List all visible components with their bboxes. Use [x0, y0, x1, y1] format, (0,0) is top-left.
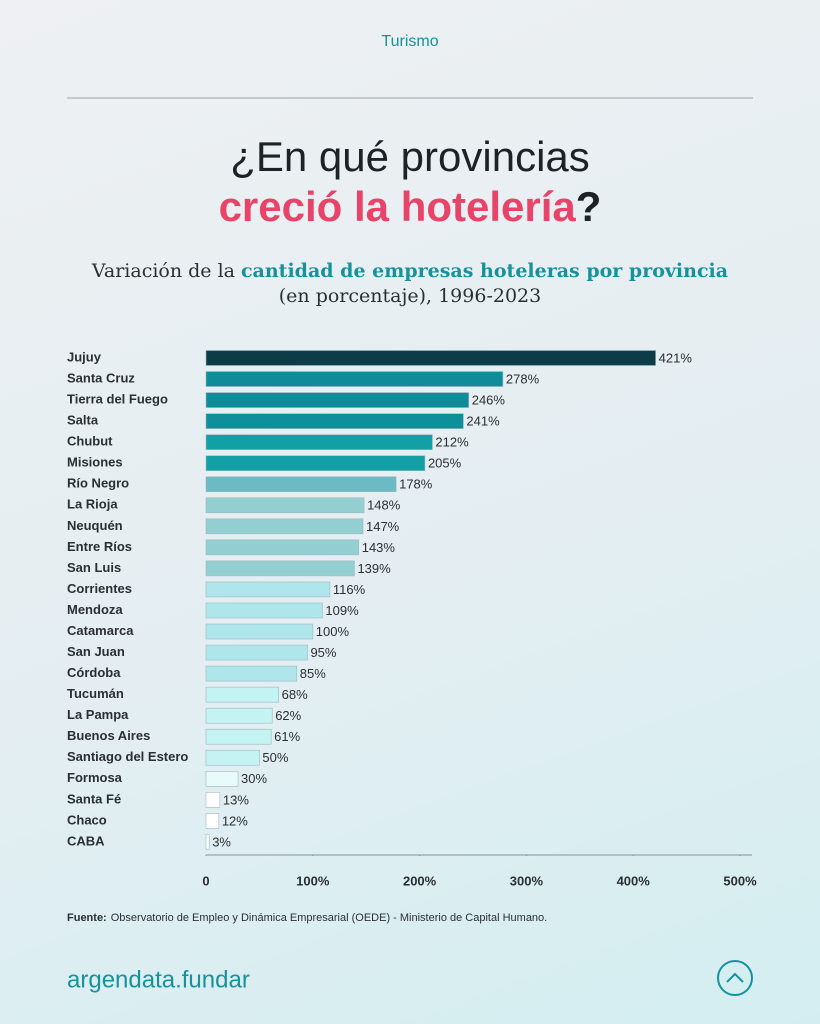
x-tick-label: 0: [202, 873, 209, 888]
bar: [205, 518, 364, 535]
category-label: Buenos Aires: [67, 728, 150, 743]
category-label: Chaco: [67, 812, 107, 827]
value-label: 85%: [300, 666, 326, 681]
value-label: 147%: [366, 519, 400, 534]
bar: [205, 413, 464, 429]
category-label: La Rioja: [67, 497, 118, 512]
value-label: 212%: [435, 435, 469, 450]
value-label: 50%: [262, 750, 288, 765]
category-label: La Pampa: [67, 707, 129, 722]
value-label: 68%: [282, 687, 308, 702]
header: Turismo: [381, 33, 438, 50]
value-label: 3%: [212, 834, 231, 849]
subtitle: Variación de la cantidad de empresas hote…: [91, 260, 728, 282]
bar: [205, 665, 298, 682]
title-end: ?: [576, 183, 602, 230]
bar: [205, 749, 260, 766]
value-label: 178%: [399, 477, 433, 492]
value-label: 143%: [362, 540, 396, 555]
value-label: 139%: [357, 561, 391, 576]
value-label: 95%: [310, 645, 336, 660]
bar: [205, 434, 433, 450]
x-tick-label: 100%: [296, 873, 330, 888]
value-label: 148%: [367, 498, 401, 513]
chart-title: ¿En qué provincias: [230, 133, 590, 180]
category-label: Santa Fé: [67, 791, 121, 806]
bar: [205, 813, 220, 829]
category-label: Tierra del Fuego: [67, 392, 168, 407]
subtitle-a: Variación de la: [91, 260, 235, 282]
x-tick-label: 500%: [723, 873, 757, 888]
bar: [205, 728, 272, 745]
category-label: CABA: [67, 833, 105, 848]
category-label: Tucumán: [67, 686, 124, 701]
x-tick-label: 200%: [403, 873, 437, 888]
value-label: 278%: [506, 371, 540, 386]
x-tick-label: 300%: [510, 873, 544, 888]
value-label: 30%: [241, 771, 267, 786]
bar: [205, 350, 656, 366]
category-label: Entre Ríos: [67, 539, 132, 554]
bar: [205, 539, 360, 556]
source-text: Observatorio de Empleo y Dinámica Empres…: [111, 912, 548, 924]
bar: [205, 644, 308, 661]
bar: [205, 476, 397, 493]
x-tick-label: 400%: [617, 873, 651, 888]
value-label: 109%: [325, 603, 359, 618]
scroll-up-button[interactable]: [717, 960, 753, 996]
category-label: Santiago del Estero: [67, 749, 188, 764]
value-label: 421%: [659, 350, 693, 365]
value-label: 246%: [472, 393, 506, 408]
category-label: Salta: [67, 413, 99, 428]
bar: [205, 581, 331, 598]
category-label: Neuquén: [67, 518, 123, 533]
value-label: 13%: [223, 792, 249, 807]
category-label: San Luis: [67, 560, 121, 575]
category-label: Misiones: [67, 455, 123, 470]
bar: [205, 392, 470, 408]
category-label: San Juan: [67, 644, 125, 659]
bar: [205, 371, 504, 387]
bar: [205, 623, 314, 640]
value-label: 12%: [222, 813, 248, 828]
bar: [205, 455, 426, 472]
bar: [205, 560, 355, 577]
value-label: 241%: [466, 414, 500, 429]
brand: argendata.fundar: [67, 966, 250, 993]
category-label: Mendoza: [67, 602, 123, 617]
category-label: Chubut: [67, 434, 113, 449]
category-label: Río Negro: [67, 476, 129, 491]
bar: [205, 497, 365, 514]
chart-title-2: creció la hotelería?: [219, 183, 602, 230]
value-label: 100%: [316, 624, 350, 639]
source: Fuente: Observatorio de Empleo y Dinámica…: [67, 912, 547, 924]
bar: [205, 686, 279, 703]
category-label: Santa Cruz: [67, 370, 135, 385]
value-label: 62%: [275, 708, 301, 723]
source-label: Fuente:: [67, 912, 107, 924]
bar: [205, 602, 323, 619]
subtitle-highlight: cantidad de empresas hoteleras por provi…: [241, 260, 728, 282]
button-arrow[interactable]: [726, 972, 744, 983]
category-label: Formosa: [67, 770, 123, 785]
bar: [205, 770, 239, 787]
value-label: 116%: [333, 582, 366, 597]
bar: [205, 792, 221, 808]
bar: [205, 707, 273, 724]
category-label: Córdoba: [67, 665, 121, 680]
subtitle-end: (en porcentaje), 1996-2023: [279, 285, 541, 307]
title-highlight: creció la hotelería: [219, 183, 577, 230]
bar: [205, 834, 210, 850]
value-label: 205%: [428, 456, 462, 471]
category-label: Catamarca: [67, 623, 134, 638]
value-label: 61%: [274, 729, 300, 744]
category-label: Jujuy: [67, 349, 102, 364]
button-circle[interactable]: [717, 960, 753, 996]
category-label: Corrientes: [67, 581, 132, 596]
